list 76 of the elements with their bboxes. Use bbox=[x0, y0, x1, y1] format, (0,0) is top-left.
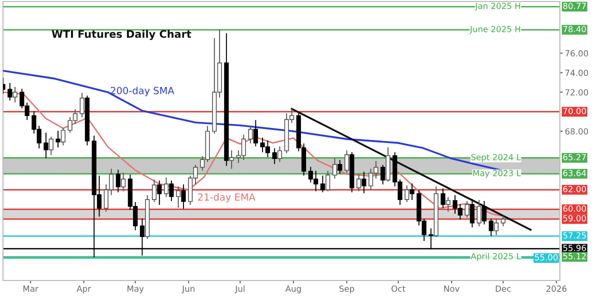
annotation: May 2023 L bbox=[473, 170, 521, 178]
ref-line-label: 55.12 bbox=[563, 253, 586, 260]
candlestick bbox=[320, 176, 325, 192]
x-tick-label: Oct bbox=[392, 286, 406, 292]
ref-line-label: 65.27 bbox=[563, 154, 586, 160]
candlestick bbox=[446, 197, 450, 212]
candlestick bbox=[121, 172, 126, 192]
candlestick bbox=[428, 228, 434, 250]
candlestick bbox=[176, 186, 181, 208]
candlestick bbox=[181, 184, 186, 209]
ref-line-label: 55.00 bbox=[534, 254, 558, 260]
candlestick bbox=[60, 128, 66, 146]
series-label: 200-day SMA bbox=[110, 86, 174, 96]
candlestick bbox=[8, 82, 12, 101]
x-tick-label: Sep bbox=[339, 286, 354, 294]
candlestick bbox=[482, 201, 487, 224]
annotation: June 2025 H bbox=[470, 26, 520, 34]
ref-line-label: 62.00 bbox=[563, 186, 586, 192]
candlestick bbox=[229, 150, 234, 169]
x-tick-label: Jun bbox=[182, 286, 194, 294]
candlestick bbox=[44, 132, 48, 158]
candlestick bbox=[277, 146, 282, 162]
x-tick-label: Aug bbox=[285, 286, 301, 294]
candlestick bbox=[326, 170, 330, 192]
candlestick bbox=[500, 216, 506, 226]
y-tick-label: 76.00 bbox=[565, 50, 588, 56]
y-tick-label: 68.00 bbox=[565, 128, 588, 135]
candlestick bbox=[48, 136, 54, 156]
x-tick-label: Nov bbox=[444, 286, 460, 292]
candlestick bbox=[332, 158, 338, 179]
candlestick bbox=[464, 201, 470, 218]
x-tick-label: Apr bbox=[76, 286, 91, 294]
ref-line-label: 59.00 bbox=[563, 215, 586, 222]
ref-line-label: 80.77 bbox=[563, 2, 586, 10]
x-tick-label: Dec bbox=[496, 286, 511, 292]
candlestick bbox=[410, 183, 414, 200]
candlestick bbox=[440, 188, 446, 208]
ref-line-label: 63.64 bbox=[563, 170, 586, 176]
x-tick-label: Mar bbox=[23, 286, 38, 292]
candlestick bbox=[116, 170, 120, 192]
candlestick bbox=[476, 200, 482, 226]
candlestick bbox=[164, 178, 169, 198]
candlestick bbox=[488, 218, 494, 236]
candlestick bbox=[362, 172, 366, 194]
candlestick bbox=[272, 148, 277, 164]
candlestick bbox=[494, 218, 499, 236]
annotation: April 2025 L bbox=[470, 252, 521, 261]
candlestick bbox=[470, 199, 475, 228]
series-label: 21-day EMA bbox=[198, 193, 256, 203]
annotation: Sept 2024 L bbox=[471, 154, 521, 162]
annotation: Jan 2025 H bbox=[474, 2, 520, 11]
ref-line-label: 70.00 bbox=[563, 108, 586, 114]
candlestick bbox=[12, 86, 18, 102]
x-tick-label: Jul bbox=[234, 285, 244, 294]
candlestick bbox=[169, 180, 174, 201]
candlestick bbox=[56, 130, 60, 148]
ref-line-label: 78.40 bbox=[563, 26, 586, 32]
ref-line-label: 60.00 bbox=[563, 205, 586, 212]
ref-line-label: 57.25 bbox=[563, 232, 586, 239]
candlestick bbox=[356, 174, 362, 192]
candlestick bbox=[248, 126, 253, 144]
x-tick-label: May bbox=[128, 286, 144, 294]
candlestick bbox=[140, 218, 145, 256]
candlestick bbox=[253, 120, 258, 146]
candlestick bbox=[404, 185, 410, 202]
text: WTI Futures Daily Chart bbox=[52, 30, 192, 40]
candlestick bbox=[152, 180, 157, 202]
candlestick bbox=[344, 150, 350, 173]
candlestick bbox=[80, 92, 84, 118]
candlestick bbox=[157, 180, 162, 205]
candlestick bbox=[338, 160, 342, 174]
candlestick bbox=[380, 164, 386, 184]
y-tick-label: 72.00 bbox=[565, 89, 588, 96]
y-tick-label: 74.00 bbox=[565, 70, 588, 76]
ref-line-label: 55.96 bbox=[563, 244, 586, 252]
x-tick-label: 2026 bbox=[546, 286, 566, 292]
